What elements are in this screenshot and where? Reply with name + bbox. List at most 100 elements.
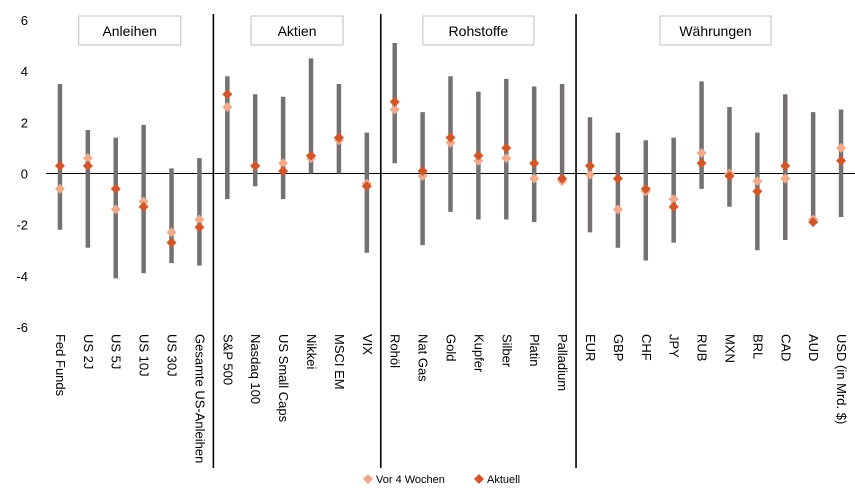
marker-vor-4-wochen — [110, 204, 121, 215]
y-axis: 6 4 2 0 -2 -4 -6 — [16, 13, 28, 335]
x-tick-label: US 30J — [165, 334, 180, 377]
marker-aktuell — [333, 132, 344, 143]
y-tick-label: 2 — [21, 115, 28, 130]
marker-aktuell — [82, 160, 93, 171]
marker-aktuell — [417, 165, 428, 176]
marker-vor-4-wochen — [696, 148, 707, 159]
x-tick-label: Nikkei — [304, 334, 319, 370]
group-label: Aktien — [278, 23, 317, 39]
group-labels: Anleihen Aktien Rohstoffe Währungen — [78, 15, 772, 46]
marker-vor-4-wochen — [752, 176, 763, 187]
x-tick-label: Gesamte US-Anleihen — [192, 334, 207, 463]
marker-vor-4-wochen — [501, 153, 512, 164]
group-label-box — [78, 15, 182, 46]
marker-aktuell — [194, 222, 205, 233]
group-label-box — [659, 15, 772, 46]
x-tick-label: Kupfer — [471, 334, 486, 373]
x-tick-label: JPY — [667, 334, 682, 358]
marker-aktuell — [696, 158, 707, 169]
x-tick-label: US 2J — [81, 334, 96, 369]
marker-aktuell — [445, 132, 456, 143]
y-tick-label: 0 — [21, 167, 28, 182]
marker-aktuell — [668, 201, 679, 212]
x-tick-label: Platin — [527, 334, 542, 367]
marker-vor-4-wochen — [222, 101, 233, 112]
x-tick-label: MSCI EM — [332, 334, 347, 390]
group-label: Anleihen — [102, 23, 157, 39]
y-tick-label: 4 — [21, 64, 28, 79]
y-tick-label: -4 — [16, 269, 28, 284]
legend-label: Aktuell — [487, 474, 520, 486]
group-label: Währungen — [679, 23, 751, 39]
marker-aktuell — [166, 237, 177, 248]
group-label-box — [422, 15, 535, 46]
marker-vor-4-wochen — [612, 204, 623, 215]
marker-aktuell — [222, 89, 233, 100]
data-markers — [54, 89, 847, 248]
legend-marker — [363, 474, 373, 484]
marker-vor-4-wochen — [194, 214, 205, 225]
marker-aktuell — [501, 142, 512, 153]
x-tick-label: Gold — [444, 334, 459, 361]
x-tick-label: RUB — [695, 334, 710, 361]
marker-vor-4-wochen — [389, 104, 400, 115]
marker-aktuell — [640, 183, 651, 194]
marker-vor-4-wochen — [529, 173, 540, 184]
legend-label: Vor 4 Wochen — [376, 474, 445, 486]
marker-aktuell — [808, 217, 819, 228]
range-bars — [57, 43, 844, 279]
marker-vor-4-wochen — [82, 153, 93, 164]
x-tick-label: CAD — [778, 334, 793, 361]
marker-aktuell — [557, 173, 568, 184]
marker-vor-4-wochen — [473, 155, 484, 166]
y-tick-label: 6 — [21, 13, 28, 28]
legend: Vor 4 Wochen Aktuell — [363, 474, 520, 486]
marker-vor-4-wochen — [417, 171, 428, 182]
marker-aktuell — [306, 150, 317, 161]
legend-marker — [474, 474, 484, 484]
y-tick-label: -6 — [16, 320, 28, 335]
x-tick-label: Rohöl — [388, 334, 403, 368]
group-separators — [212, 14, 577, 468]
group-label-box — [250, 15, 344, 46]
x-tick-label: USD (in Mrd. $) — [834, 334, 849, 424]
x-tick-label: BRL — [750, 334, 765, 359]
x-tick-labels: Fed Funds US 2J US 5J US 10J US 30J Gesamte U… — [53, 334, 849, 463]
x-tick-label: GBP — [611, 334, 626, 361]
x-tick-label: CHF — [639, 334, 654, 361]
marker-vor-4-wochen — [584, 169, 595, 180]
marker-aktuell — [110, 183, 121, 194]
marker-vor-4-wochen — [836, 142, 847, 153]
x-tick-label: MXN — [722, 334, 737, 363]
marker-vor-4-wochen — [138, 196, 149, 207]
marker-aktuell — [780, 160, 791, 171]
marker-aktuell — [54, 160, 65, 171]
marker-vor-4-wochen — [278, 158, 289, 169]
x-tick-label: S&P 500 — [220, 334, 235, 385]
x-tick-label: EUR — [583, 334, 598, 361]
x-tick-label: Palladium — [555, 334, 570, 391]
marker-aktuell — [361, 181, 372, 192]
marker-aktuell — [752, 186, 763, 197]
marker-vor-4-wochen — [166, 227, 177, 238]
marker-vor-4-wochen — [780, 173, 791, 184]
marker-vor-4-wochen — [668, 194, 679, 205]
y-tick-label: -2 — [16, 218, 28, 233]
x-tick-label: VIX — [360, 334, 375, 355]
marker-aktuell — [389, 96, 400, 107]
marker-vor-4-wochen — [445, 137, 456, 148]
marker-vor-4-wochen — [54, 183, 65, 194]
x-tick-label: US Small Caps — [276, 334, 291, 423]
x-tick-label: Silber — [499, 334, 514, 368]
x-tick-label: Nat Gas — [416, 334, 431, 382]
marker-aktuell — [473, 150, 484, 161]
marker-aktuell — [529, 158, 540, 169]
marker-aktuell — [250, 160, 261, 171]
x-tick-label: AUD — [806, 334, 821, 361]
marker-aktuell — [836, 155, 847, 166]
marker-aktuell — [612, 173, 623, 184]
x-tick-label: US 10J — [137, 334, 152, 377]
marker-aktuell — [724, 171, 735, 182]
marker-aktuell — [278, 165, 289, 176]
